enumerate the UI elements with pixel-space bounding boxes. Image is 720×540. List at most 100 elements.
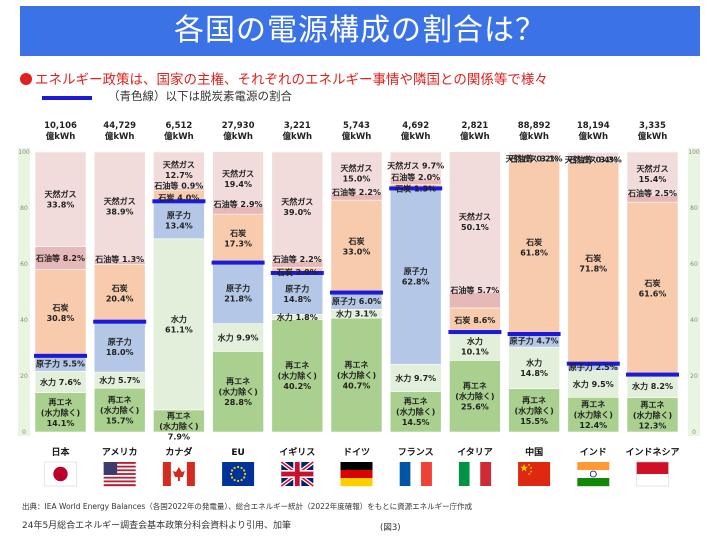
- bar-segment-coal: [34, 269, 87, 357]
- bar-segment-renewable: [508, 388, 560, 433]
- france-flag-icon: [399, 462, 432, 486]
- segment-label-hydro: 水力 3.1%: [335, 309, 377, 319]
- y-tick-label: 100: [18, 149, 30, 156]
- segment-label-gas: 天然ガス 15.0%: [341, 163, 373, 184]
- y-tick-label-right: 20: [690, 373, 698, 380]
- total-unit: 億kWh: [223, 131, 253, 142]
- bar-segment-coal: [93, 264, 146, 322]
- segment-label-renewable: 再エネ(水力除く) 40.2%: [278, 360, 317, 391]
- bar-segment-coal: [508, 160, 560, 335]
- decarb-line: [211, 260, 265, 265]
- segment-label-nuclear: 原子力 14.8%: [283, 283, 311, 304]
- total-generation: 27,930: [222, 121, 255, 131]
- decarb-line: [93, 319, 147, 324]
- segment-label-coal: 石炭 61.8%: [520, 237, 548, 257]
- decarb-line: [566, 361, 620, 366]
- bar-segment-coal: [330, 199, 383, 293]
- y-tick-label: 60: [20, 261, 28, 268]
- decarb-line: [34, 353, 87, 358]
- country-name: イタリア: [457, 446, 493, 458]
- segment-label-hydro: 水力 7.6%: [39, 377, 81, 387]
- segment-label-coal: 石炭 20.4%: [106, 283, 134, 304]
- total-unit: 億kWh: [46, 131, 76, 142]
- bar-segment-hydro: [449, 331, 501, 361]
- segment-label-oil: 石油等 1.3%: [94, 254, 144, 264]
- segment-label-renewable: 再エネ(水力除く) 14.1%: [41, 397, 80, 428]
- bar-segment-nuclear: [212, 262, 264, 324]
- germany-flag-icon: [340, 462, 373, 487]
- bar-segment-hydro: [389, 363, 442, 392]
- segment-label-renewable: 再エネ(水力除く) 12.3%: [633, 399, 672, 430]
- decarb-legend-line: [42, 96, 92, 100]
- segment-label-oil: 石油等 0.4%: [568, 155, 618, 165]
- segment-label-hydro: 水力 10.1%: [461, 336, 489, 357]
- country-name: インドネシア: [625, 447, 679, 458]
- segment-label-gas: 天然ガス 38.9%: [104, 196, 136, 217]
- usa-flag-icon: [103, 462, 136, 487]
- total-unit: 億kWh: [638, 131, 668, 142]
- total-generation: 18,194: [577, 121, 610, 131]
- decarb-line: [626, 372, 679, 377]
- y-tick-label-right: 0: [692, 429, 696, 436]
- segment-label-oil: 石油等 2.2%: [272, 254, 322, 264]
- segment-label-coal: 石炭 8.6%: [453, 315, 495, 325]
- bar-segment-renewable: [271, 319, 324, 433]
- canada-flag-icon: [162, 462, 195, 486]
- bar-segment-gas: [389, 151, 442, 180]
- segment-label-gas: 天然ガス 12.7%: [163, 160, 195, 181]
- segment-label-oil: 石油等 2.0%: [390, 172, 440, 182]
- segment-label-coal: 石炭 1.3%: [394, 184, 436, 194]
- y-tick-label: 80: [20, 205, 28, 212]
- segment-label-hydro: 水力 9.9%: [217, 333, 259, 343]
- segment-label-renewable: 再エネ(水力除く) 15.5%: [514, 395, 553, 426]
- bullet-dot-icon: [20, 73, 32, 85]
- segment-label-gas: 天然ガス 3.1%: [506, 154, 563, 164]
- segment-label-oil: 石油等 8.2%: [35, 253, 85, 263]
- total-unit: 億kWh: [519, 131, 549, 142]
- bar-segment-renewable: [330, 317, 383, 433]
- y-tick-label: 0: [22, 429, 26, 436]
- page-title: 各国の電源構成の割合は？: [20, 6, 700, 56]
- bar-segment-gas: [153, 151, 205, 188]
- segment-label-coal: 石炭 71.8%: [579, 253, 607, 274]
- y-tick-label: 40: [20, 317, 28, 324]
- segment-label-hydro: 水力 5.7%: [98, 375, 140, 385]
- country-name: フランス: [398, 447, 434, 458]
- bar-segment-renewable: [212, 351, 264, 433]
- segment-label-nuclear: 原子力 18.0%: [106, 337, 134, 358]
- segment-label-oil: 石油等 5.7%: [449, 285, 499, 295]
- segment-label-gas: 天然ガス 15.4%: [637, 163, 669, 184]
- bar-segment-renewable: [626, 397, 679, 433]
- left-axis-strip: [18, 148, 30, 436]
- bar-segment-gas: [449, 151, 501, 293]
- total-generation: 4,692: [402, 121, 429, 131]
- y-tick-label: 20: [20, 373, 28, 380]
- segment-label-nuclear: 原子力 62.8%: [402, 266, 430, 287]
- indonesia-flag-icon: [636, 461, 669, 487]
- segment-label-hydro: 水力 1.8%: [276, 312, 318, 322]
- y-tick-label-right: 100: [688, 149, 700, 156]
- total-unit: 億kWh: [460, 131, 490, 142]
- segment-label-nuclear: 原子力 13.4%: [165, 210, 193, 231]
- total-unit: 億kWh: [164, 131, 194, 142]
- country-name: 中国: [525, 446, 543, 458]
- decarb-line: [448, 330, 502, 335]
- bar-segment-renewable: [93, 387, 146, 433]
- segment-label-coal: 石炭 61.6%: [639, 278, 667, 299]
- segment-label-hydro: 水力 8.2%: [631, 381, 673, 391]
- y-tick-label-right: 80: [690, 205, 698, 212]
- segment-label-gas: 天然ガス 39.0%: [281, 196, 313, 217]
- total-generation: 3,221: [284, 121, 311, 131]
- y-tick-label-right: 60: [690, 261, 698, 268]
- bar-segment-coal: [567, 162, 620, 364]
- segment-label-gas: 天然ガス 50.1%: [459, 212, 491, 233]
- right-axis-strip: [688, 148, 700, 436]
- country-name: インド: [580, 447, 607, 458]
- bar-segment-gas: [626, 151, 679, 196]
- segment-label-renewable: 再エネ(水力除く) 7.9%: [159, 410, 198, 441]
- segment-label-nuclear: 原子力 2.5%: [569, 362, 618, 372]
- segment-label-coal: 石炭 30.8%: [47, 302, 75, 323]
- country-name: 日本: [51, 446, 70, 458]
- segment-label-coal: 石炭 2.0%: [276, 267, 318, 277]
- figure-label: (図3): [380, 523, 401, 533]
